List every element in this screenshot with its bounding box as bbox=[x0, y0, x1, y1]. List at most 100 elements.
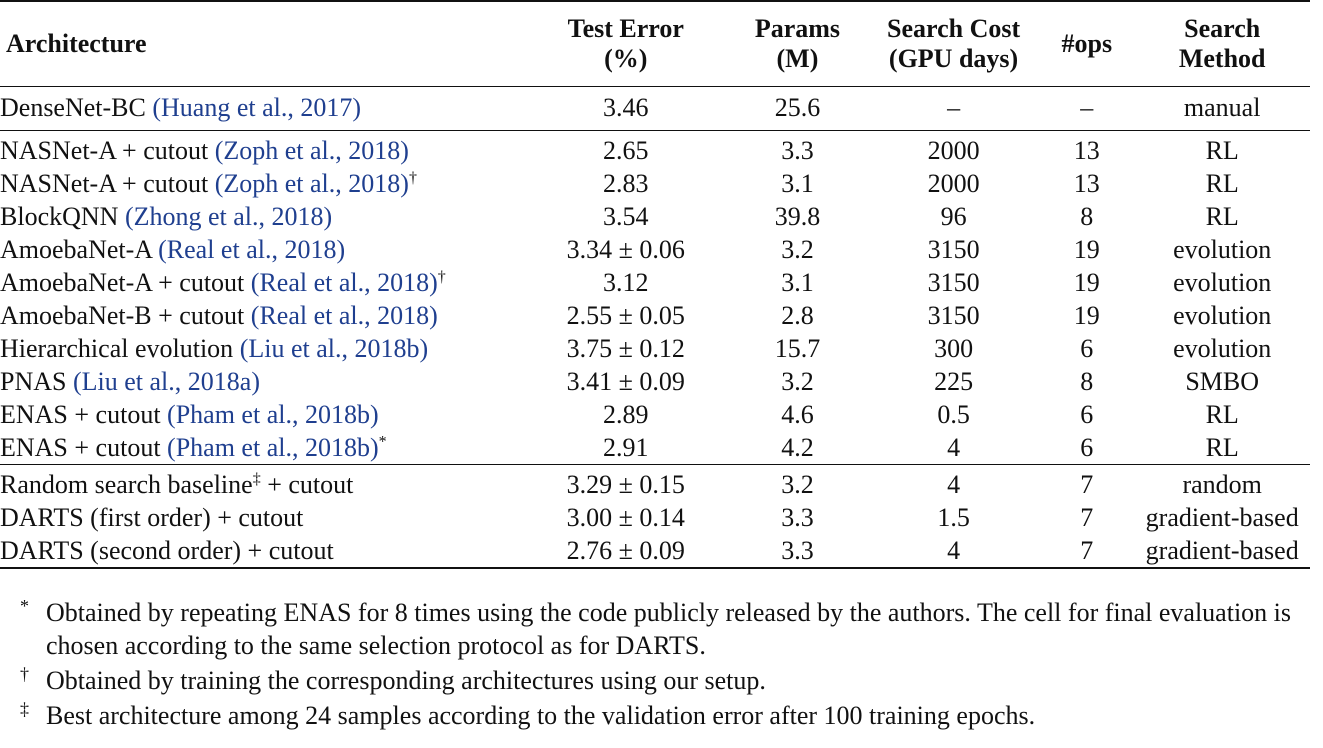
citation-link[interactable]: (Liu et al., 2018a) bbox=[72, 366, 260, 396]
cell-params: 39.8 bbox=[774, 201, 821, 231]
cell-test-error: 2.55 ± 0.05 bbox=[566, 300, 685, 330]
cell-search-cost: 1.5 bbox=[937, 502, 970, 532]
table-row: BlockQNN (Zhong et al., 2018) 3.54 39.8 96 8… bbox=[0, 200, 1310, 233]
citation-link[interactable]: (Pham et al., 2018b) bbox=[167, 399, 379, 429]
header-search-cost: Search Cost (GPU days) bbox=[868, 1, 1039, 87]
cell-test-error: 3.46 bbox=[603, 93, 649, 122]
citation-link[interactable]: (Zoph et al., 2018) bbox=[214, 168, 409, 198]
table-header-row: Architecture Test Error (%) Params (M) S… bbox=[0, 1, 1310, 87]
cell-architecture: Hierarchical evolution (Liu et al., 2018… bbox=[0, 332, 525, 365]
citation-link[interactable]: (Liu et al., 2018b) bbox=[239, 333, 429, 363]
table-row: AmoebaNet-A + cutout (Real et al., 2018)… bbox=[0, 266, 1310, 299]
cell-test-error: 2.83 bbox=[603, 168, 649, 198]
cell-search-method: evolution bbox=[1173, 300, 1272, 330]
cell-search-cost: 4 bbox=[947, 432, 961, 462]
header-ops: #ops bbox=[1061, 29, 1113, 58]
cell-architecture: NASNet-A + cutout (Zoph et al., 2018) bbox=[0, 131, 525, 168]
cell-params: 15.7 bbox=[774, 333, 821, 363]
cell-architecture: AmoebaNet-B + cutout (Real et al., 2018) bbox=[0, 299, 525, 332]
cell-search-method: SMBO bbox=[1185, 366, 1260, 396]
cell-params: 3.2 bbox=[781, 366, 814, 396]
cell-test-error: 3.29 ± 0.15 bbox=[566, 469, 685, 499]
cell-test-error: 3.41 ± 0.09 bbox=[566, 366, 685, 396]
cell-architecture: DARTS (second order) + cutout bbox=[0, 534, 525, 568]
table-row: DenseNet-BC (Huang et al., 2017) 3.46 25.6… bbox=[0, 86, 1310, 131]
cell-search-method: RL bbox=[1205, 135, 1239, 165]
cell-test-error: 3.00 ± 0.14 bbox=[566, 502, 685, 532]
cell-search-method: RL bbox=[1205, 168, 1239, 198]
architecture-name: AmoebaNet-A + cutout bbox=[0, 267, 251, 297]
cell-ops: 19 bbox=[1073, 267, 1100, 297]
citation-link[interactable]: (Real et al., 2018) bbox=[158, 234, 346, 264]
architecture-name: AmoebaNet-B + cutout bbox=[0, 300, 251, 330]
cell-ops: 7 bbox=[1080, 502, 1094, 532]
citation-link[interactable]: (Real et al., 2018) bbox=[250, 300, 438, 330]
cell-search-method: RL bbox=[1205, 399, 1239, 429]
architecture-name: DARTS (first order) + cutout bbox=[0, 502, 304, 532]
table-row: Hierarchical evolution (Liu et al., 2018… bbox=[0, 332, 1310, 365]
cell-ops: – bbox=[1080, 93, 1094, 122]
table-row: Random search baseline‡ + cutout 3.29 ± 0… bbox=[0, 464, 1310, 502]
cell-params: 3.1 bbox=[781, 168, 814, 198]
cell-search-cost: 2000 bbox=[927, 168, 980, 198]
cell-architecture: Random search baseline‡ + cutout bbox=[0, 465, 525, 502]
cell-architecture: AmoebaNet-A (Real et al., 2018) bbox=[0, 233, 525, 266]
cell-architecture: DenseNet-BC (Huang et al., 2017) bbox=[0, 87, 525, 131]
cell-search-method: evolution bbox=[1173, 267, 1272, 297]
citation-link[interactable]: (Huang et al., 2017) bbox=[152, 93, 362, 122]
cell-ops: 7 bbox=[1080, 535, 1094, 565]
cell-architecture: PNAS (Liu et al., 2018a) bbox=[0, 365, 525, 398]
table-row: ENAS + cutout (Pham et al., 2018b)* 2.91 4… bbox=[0, 431, 1310, 465]
table-row: NASNet-A + cutout (Zoph et al., 2018)† 2.… bbox=[0, 167, 1310, 200]
footnote: ‡ Best architecture among 24 samples acco… bbox=[14, 699, 1314, 732]
footnote-symbol: † bbox=[20, 664, 29, 684]
cell-search-cost: 2000 bbox=[927, 135, 980, 165]
cell-params: 4.2 bbox=[781, 432, 814, 462]
cell-architecture: ENAS + cutout (Pham et al., 2018b) bbox=[0, 398, 525, 431]
cell-search-cost: 96 bbox=[940, 201, 967, 231]
cell-test-error: 2.91 bbox=[603, 432, 649, 462]
cell-architecture: DARTS (first order) + cutout bbox=[0, 501, 525, 534]
architecture-name: DARTS (second order) + cutout bbox=[0, 535, 334, 565]
footnote-mark: † bbox=[437, 267, 446, 285]
cell-params: 3.3 bbox=[781, 135, 814, 165]
citation-link[interactable]: (Pham et al., 2018b) bbox=[167, 432, 379, 462]
citation-link[interactable]: (Zoph et al., 2018) bbox=[214, 135, 409, 165]
table-row: AmoebaNet-B + cutout (Real et al., 2018)… bbox=[0, 299, 1310, 332]
header-test-error-line2: (%) bbox=[604, 44, 648, 73]
cell-search-method: gradient-based bbox=[1145, 502, 1299, 532]
table-row: NASNet-A + cutout (Zoph et al., 2018) 2.6… bbox=[0, 130, 1310, 168]
cell-test-error: 2.76 ± 0.09 bbox=[566, 535, 685, 565]
cell-ops: 13 bbox=[1073, 135, 1100, 165]
cell-architecture: NASNet-A + cutout (Zoph et al., 2018)† bbox=[0, 167, 525, 200]
cell-ops: 19 bbox=[1073, 300, 1100, 330]
footnote: † Obtained by training the corresponding … bbox=[14, 664, 1314, 697]
cell-search-method: evolution bbox=[1173, 234, 1272, 264]
cell-test-error: 2.89 bbox=[603, 399, 649, 429]
cell-ops: 13 bbox=[1073, 168, 1100, 198]
header-params-line1: Params bbox=[754, 14, 841, 43]
table-row: DARTS (second order) + cutout 2.76 ± 0.09… bbox=[0, 534, 1310, 568]
cell-params: 3.3 bbox=[781, 535, 814, 565]
table-row: ENAS + cutout (Pham et al., 2018b) 2.89 4.… bbox=[0, 398, 1310, 431]
citation-link[interactable]: (Real et al., 2018) bbox=[250, 267, 438, 297]
cell-ops: 6 bbox=[1080, 333, 1094, 363]
cell-test-error: 3.75 ± 0.12 bbox=[566, 333, 685, 363]
architecture-name: Random search baseline bbox=[0, 469, 253, 499]
footnote-mark: ‡ bbox=[252, 469, 261, 487]
architecture-name: Hierarchical evolution bbox=[0, 333, 240, 363]
architecture-name: BlockQNN bbox=[0, 201, 125, 231]
cell-ops: 6 bbox=[1080, 432, 1094, 462]
architecture-name: NASNet-A + cutout bbox=[0, 168, 215, 198]
header-test-error-line1: Test Error bbox=[567, 14, 684, 43]
cell-ops: 8 bbox=[1080, 201, 1094, 231]
citation-link[interactable]: (Zhong et al., 2018) bbox=[124, 201, 333, 231]
cell-params: 3.1 bbox=[781, 267, 814, 297]
cell-search-cost: 225 bbox=[934, 366, 974, 396]
footnote-mark: * bbox=[378, 432, 387, 450]
cell-architecture: AmoebaNet-A + cutout (Real et al., 2018)… bbox=[0, 266, 525, 299]
cell-params: 3.3 bbox=[781, 502, 814, 532]
cell-ops: 19 bbox=[1073, 234, 1100, 264]
results-table: Architecture Test Error (%) Params (M) S… bbox=[0, 1, 1310, 568]
